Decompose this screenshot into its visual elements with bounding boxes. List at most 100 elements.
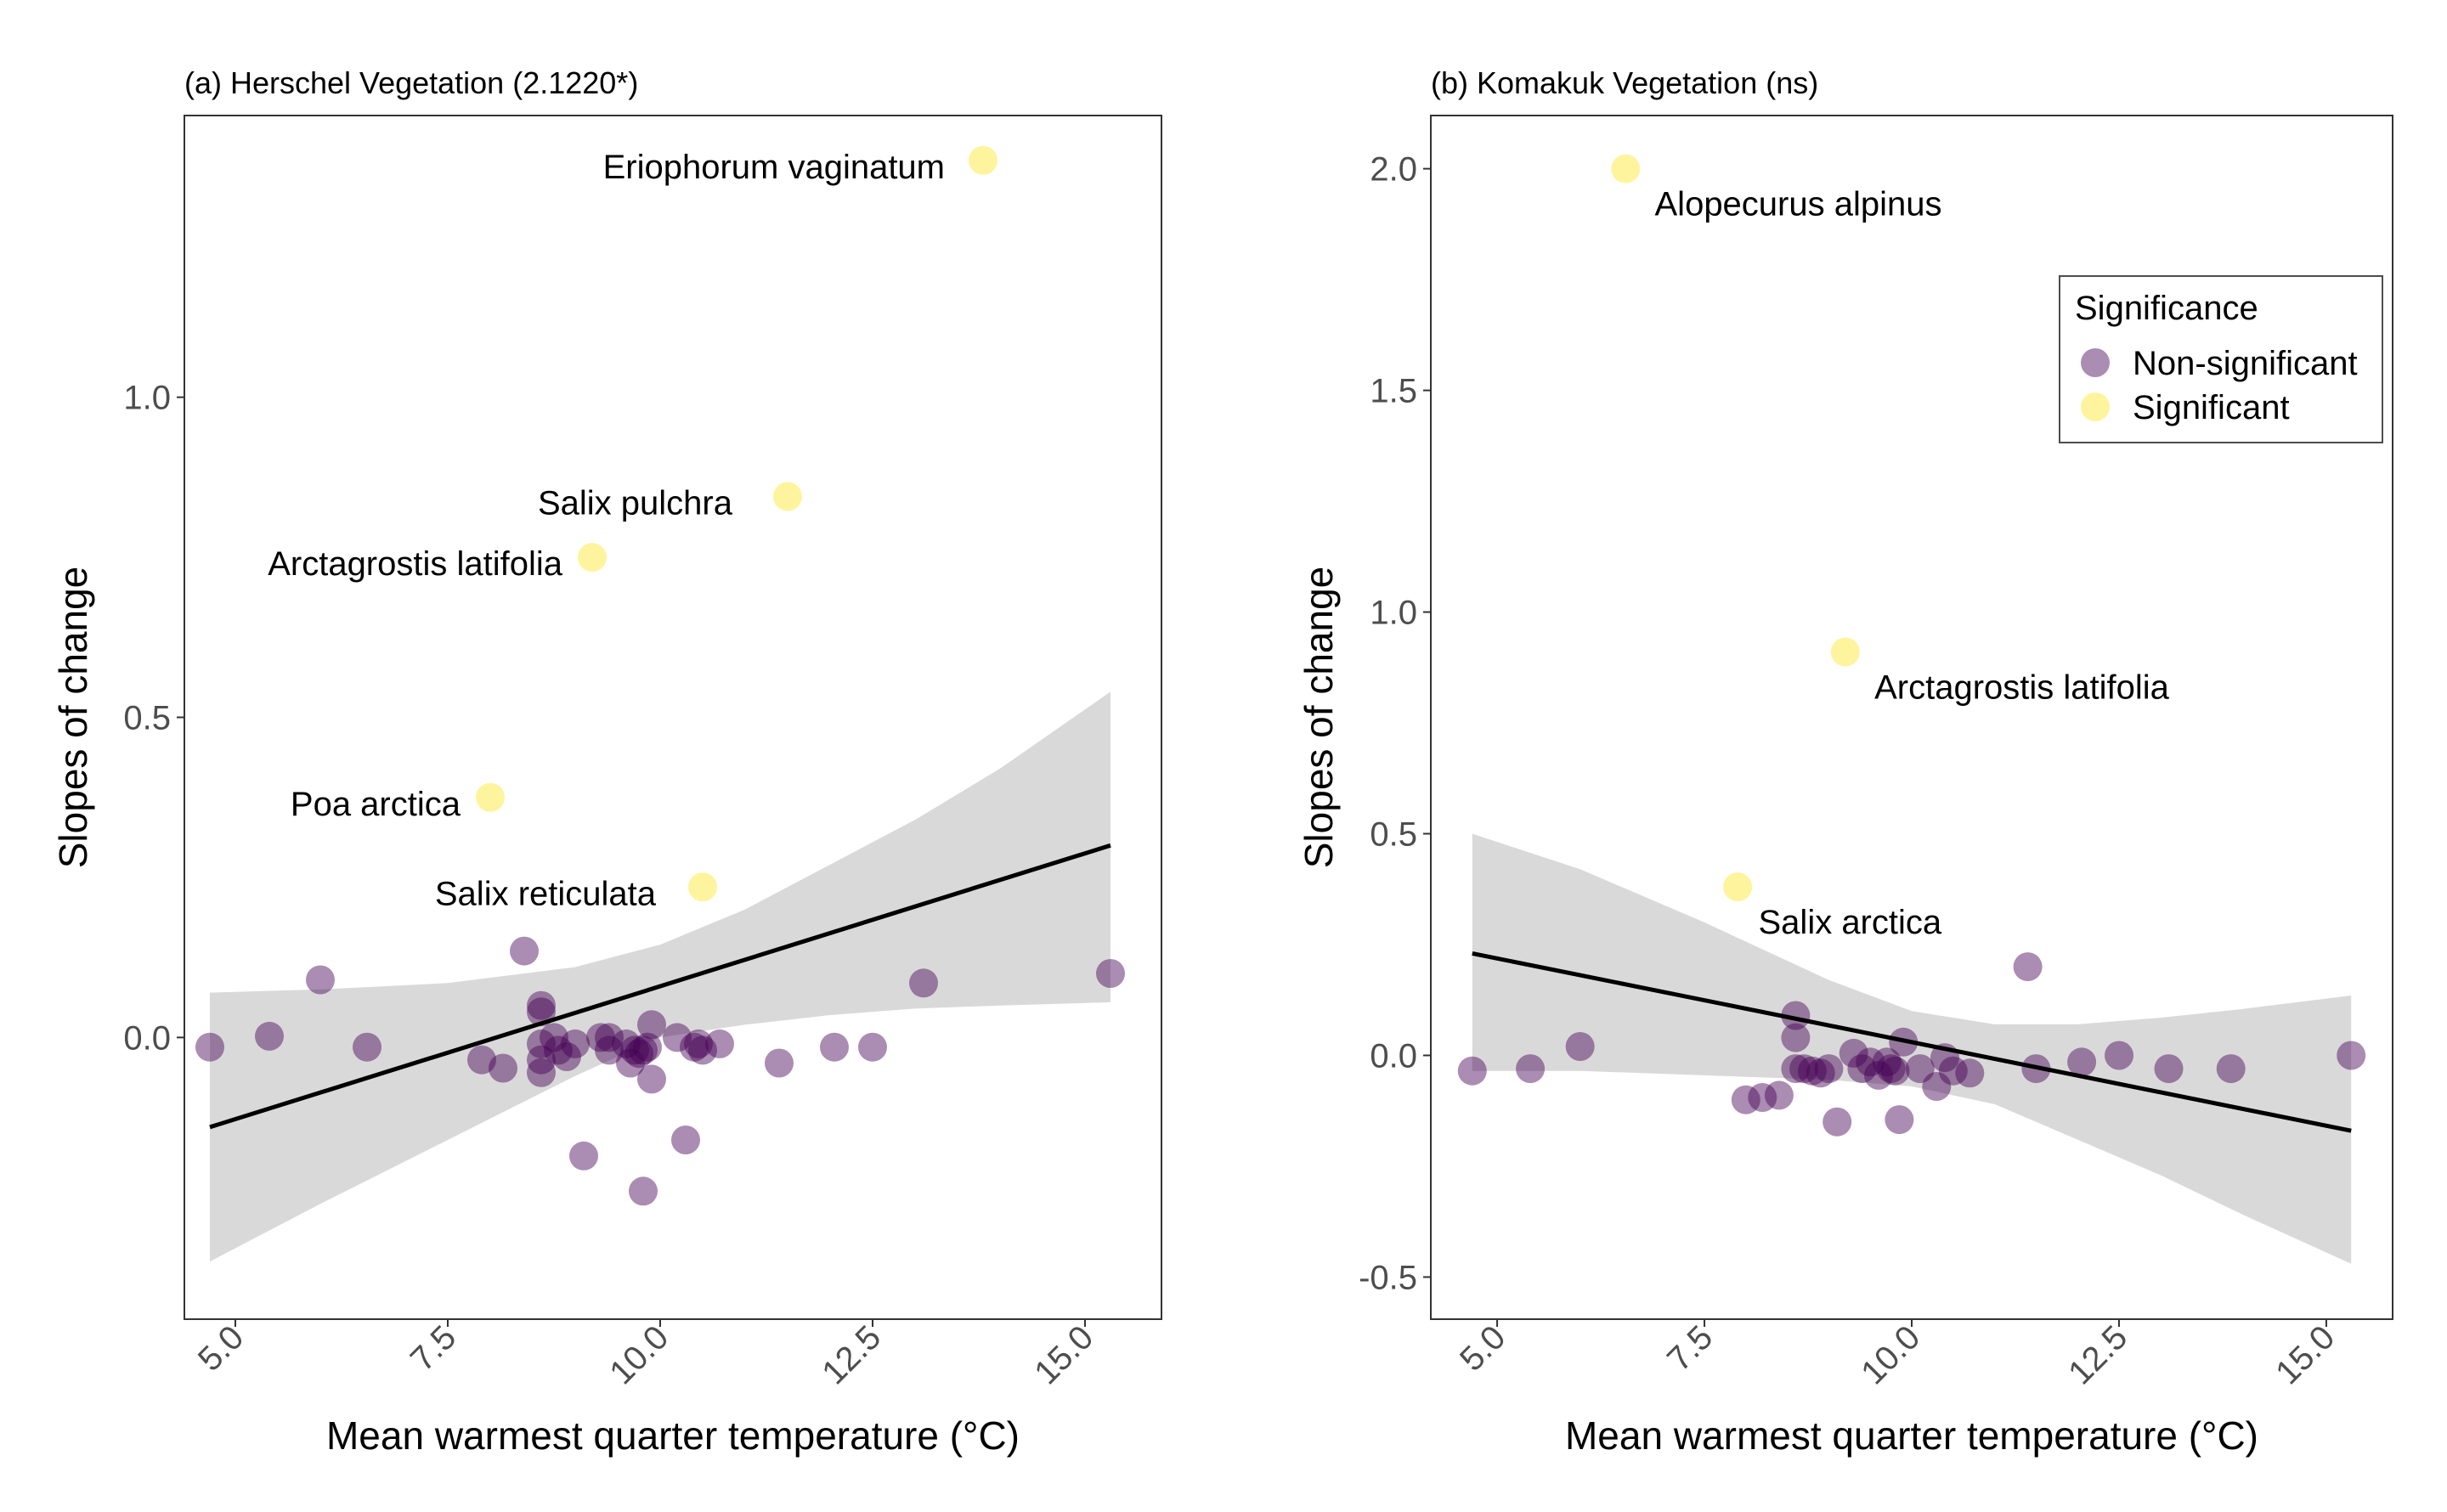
x-tick-label: 7.5 [404, 1318, 463, 1378]
legend: Significance Non-significant Significant [2059, 275, 2383, 443]
non-significant-point [306, 965, 335, 995]
significant-point [1830, 637, 1860, 667]
non-significant-point [1847, 1054, 1877, 1084]
panel-herschel: (a) Herschel Vegetation (2.1220*) Eriopho… [51, 65, 1162, 1458]
non-significant-point [552, 1042, 581, 1071]
non-significant-point [527, 990, 556, 1020]
non-significant-point [595, 1023, 624, 1052]
non-significant-point [1457, 1056, 1487, 1086]
y-tick-label: -0.5 [1359, 1259, 1417, 1296]
species-label: Eriophorum vaginatum [603, 149, 945, 186]
y-tick-label: 0.5 [123, 700, 171, 737]
non-significant-point [1096, 959, 1125, 988]
non-significant-point [909, 968, 938, 998]
non-significant-point [705, 1029, 734, 1058]
non-significant-point [1880, 1056, 1910, 1086]
y-axis-title: Slopes of change [51, 567, 95, 869]
confidence-band [1472, 833, 2352, 1264]
species-label: Arctagrostis latifolia [1874, 669, 2170, 706]
non-significant-point [467, 1045, 496, 1075]
non-significant-point [2067, 1047, 2097, 1077]
non-significant-point [1516, 1054, 1546, 1084]
species-label: Salix arctica [1759, 904, 1942, 941]
non-significant-point [195, 1032, 224, 1062]
y-tick-label: 1.0 [1370, 595, 1417, 632]
significant-point [969, 145, 997, 175]
x-tick-label: 15.0 [1027, 1318, 1100, 1391]
non-significant-point [624, 1039, 653, 1069]
non-significant-point [1814, 1054, 1844, 1084]
x-axis-title: Mean warmest quarter temperature (°C) [1565, 1413, 2258, 1458]
x-tick-label: 5.0 [1453, 1318, 1512, 1378]
non-significant-point [489, 1053, 517, 1083]
significant-point [476, 782, 505, 812]
non-significant-point [820, 1032, 849, 1062]
legend-key-significant [2081, 392, 2110, 421]
legend-label-significant: Significant [2133, 389, 2290, 426]
non-significant-point [1764, 1080, 1794, 1110]
non-significant-point [1864, 1060, 1893, 1090]
species-label: Salix reticulata [435, 875, 657, 912]
species-label: Salix pulchra [538, 485, 733, 522]
x-tick-label: 5.0 [191, 1318, 251, 1378]
non-significant-point [637, 1064, 666, 1094]
non-significant-point [616, 1048, 645, 1078]
x-tick-label: 10.0 [602, 1318, 675, 1391]
non-significant-point [1885, 1105, 1914, 1135]
legend-box [2059, 275, 2383, 443]
species-label: Arctagrostis latifolia [268, 545, 563, 583]
non-significant-point [1781, 1001, 1811, 1030]
non-significant-point [1839, 1038, 1868, 1068]
non-significant-point [629, 1176, 658, 1206]
non-significant-point [1781, 1054, 1811, 1084]
non-significant-point [637, 1010, 666, 1040]
non-significant-point [858, 1032, 887, 1062]
non-significant-point [527, 1045, 556, 1075]
non-significant-point [595, 1035, 624, 1065]
legend-title: Significance [2075, 290, 2258, 327]
non-significant-point [1823, 1107, 1852, 1137]
panel-komakuk: (b) Komakuk Vegetation (ns) Alopecurus al… [1297, 65, 2393, 1458]
x-tick-label: 15.0 [2269, 1318, 2342, 1391]
legend-key-non-significant [2081, 348, 2110, 377]
non-significant-point [255, 1021, 284, 1051]
non-significant-point [1781, 1023, 1811, 1052]
non-significant-point [1922, 1072, 1952, 1101]
non-significant-point [1789, 1054, 1819, 1084]
non-significant-point [1856, 1047, 1885, 1077]
non-significant-point [1731, 1085, 1760, 1114]
legend-label-non-significant: Non-significant [2133, 345, 2358, 382]
non-significant-point [629, 1035, 658, 1065]
non-significant-point [1955, 1058, 1985, 1088]
non-significant-point [544, 1035, 573, 1065]
non-significant-point [633, 1032, 662, 1062]
x-tick-label: 12.5 [2061, 1318, 2134, 1391]
non-significant-point [1905, 1054, 1935, 1084]
non-significant-point [527, 1058, 556, 1087]
non-significant-point [2216, 1054, 2246, 1084]
regression-line [1472, 951, 2352, 1133]
non-significant-point [527, 1029, 556, 1058]
significant-point [1723, 872, 1753, 902]
non-significant-point [2154, 1054, 2184, 1084]
significant-point [688, 872, 717, 902]
non-significant-point [684, 1029, 713, 1058]
y-tick-label: 0.5 [1370, 816, 1417, 854]
non-significant-point [1872, 1047, 1902, 1077]
non-significant-point [671, 1126, 700, 1154]
non-significant-point [1938, 1056, 1968, 1086]
non-significant-point [1797, 1056, 1827, 1086]
non-significant-point [612, 1029, 641, 1058]
panel-title: (b) Komakuk Vegetation (ns) [1431, 65, 1818, 100]
non-significant-point [1806, 1058, 1835, 1088]
species-label: Poa arctica [291, 786, 461, 823]
non-significant-point [1748, 1083, 1777, 1112]
confidence-band [210, 691, 1110, 1262]
non-significant-point [1876, 1054, 1906, 1084]
non-significant-point [765, 1048, 794, 1078]
non-significant-point [561, 1029, 590, 1058]
non-significant-point [540, 1023, 568, 1052]
y-tick-label: 2.0 [1370, 151, 1417, 189]
non-significant-point [353, 1032, 381, 1062]
